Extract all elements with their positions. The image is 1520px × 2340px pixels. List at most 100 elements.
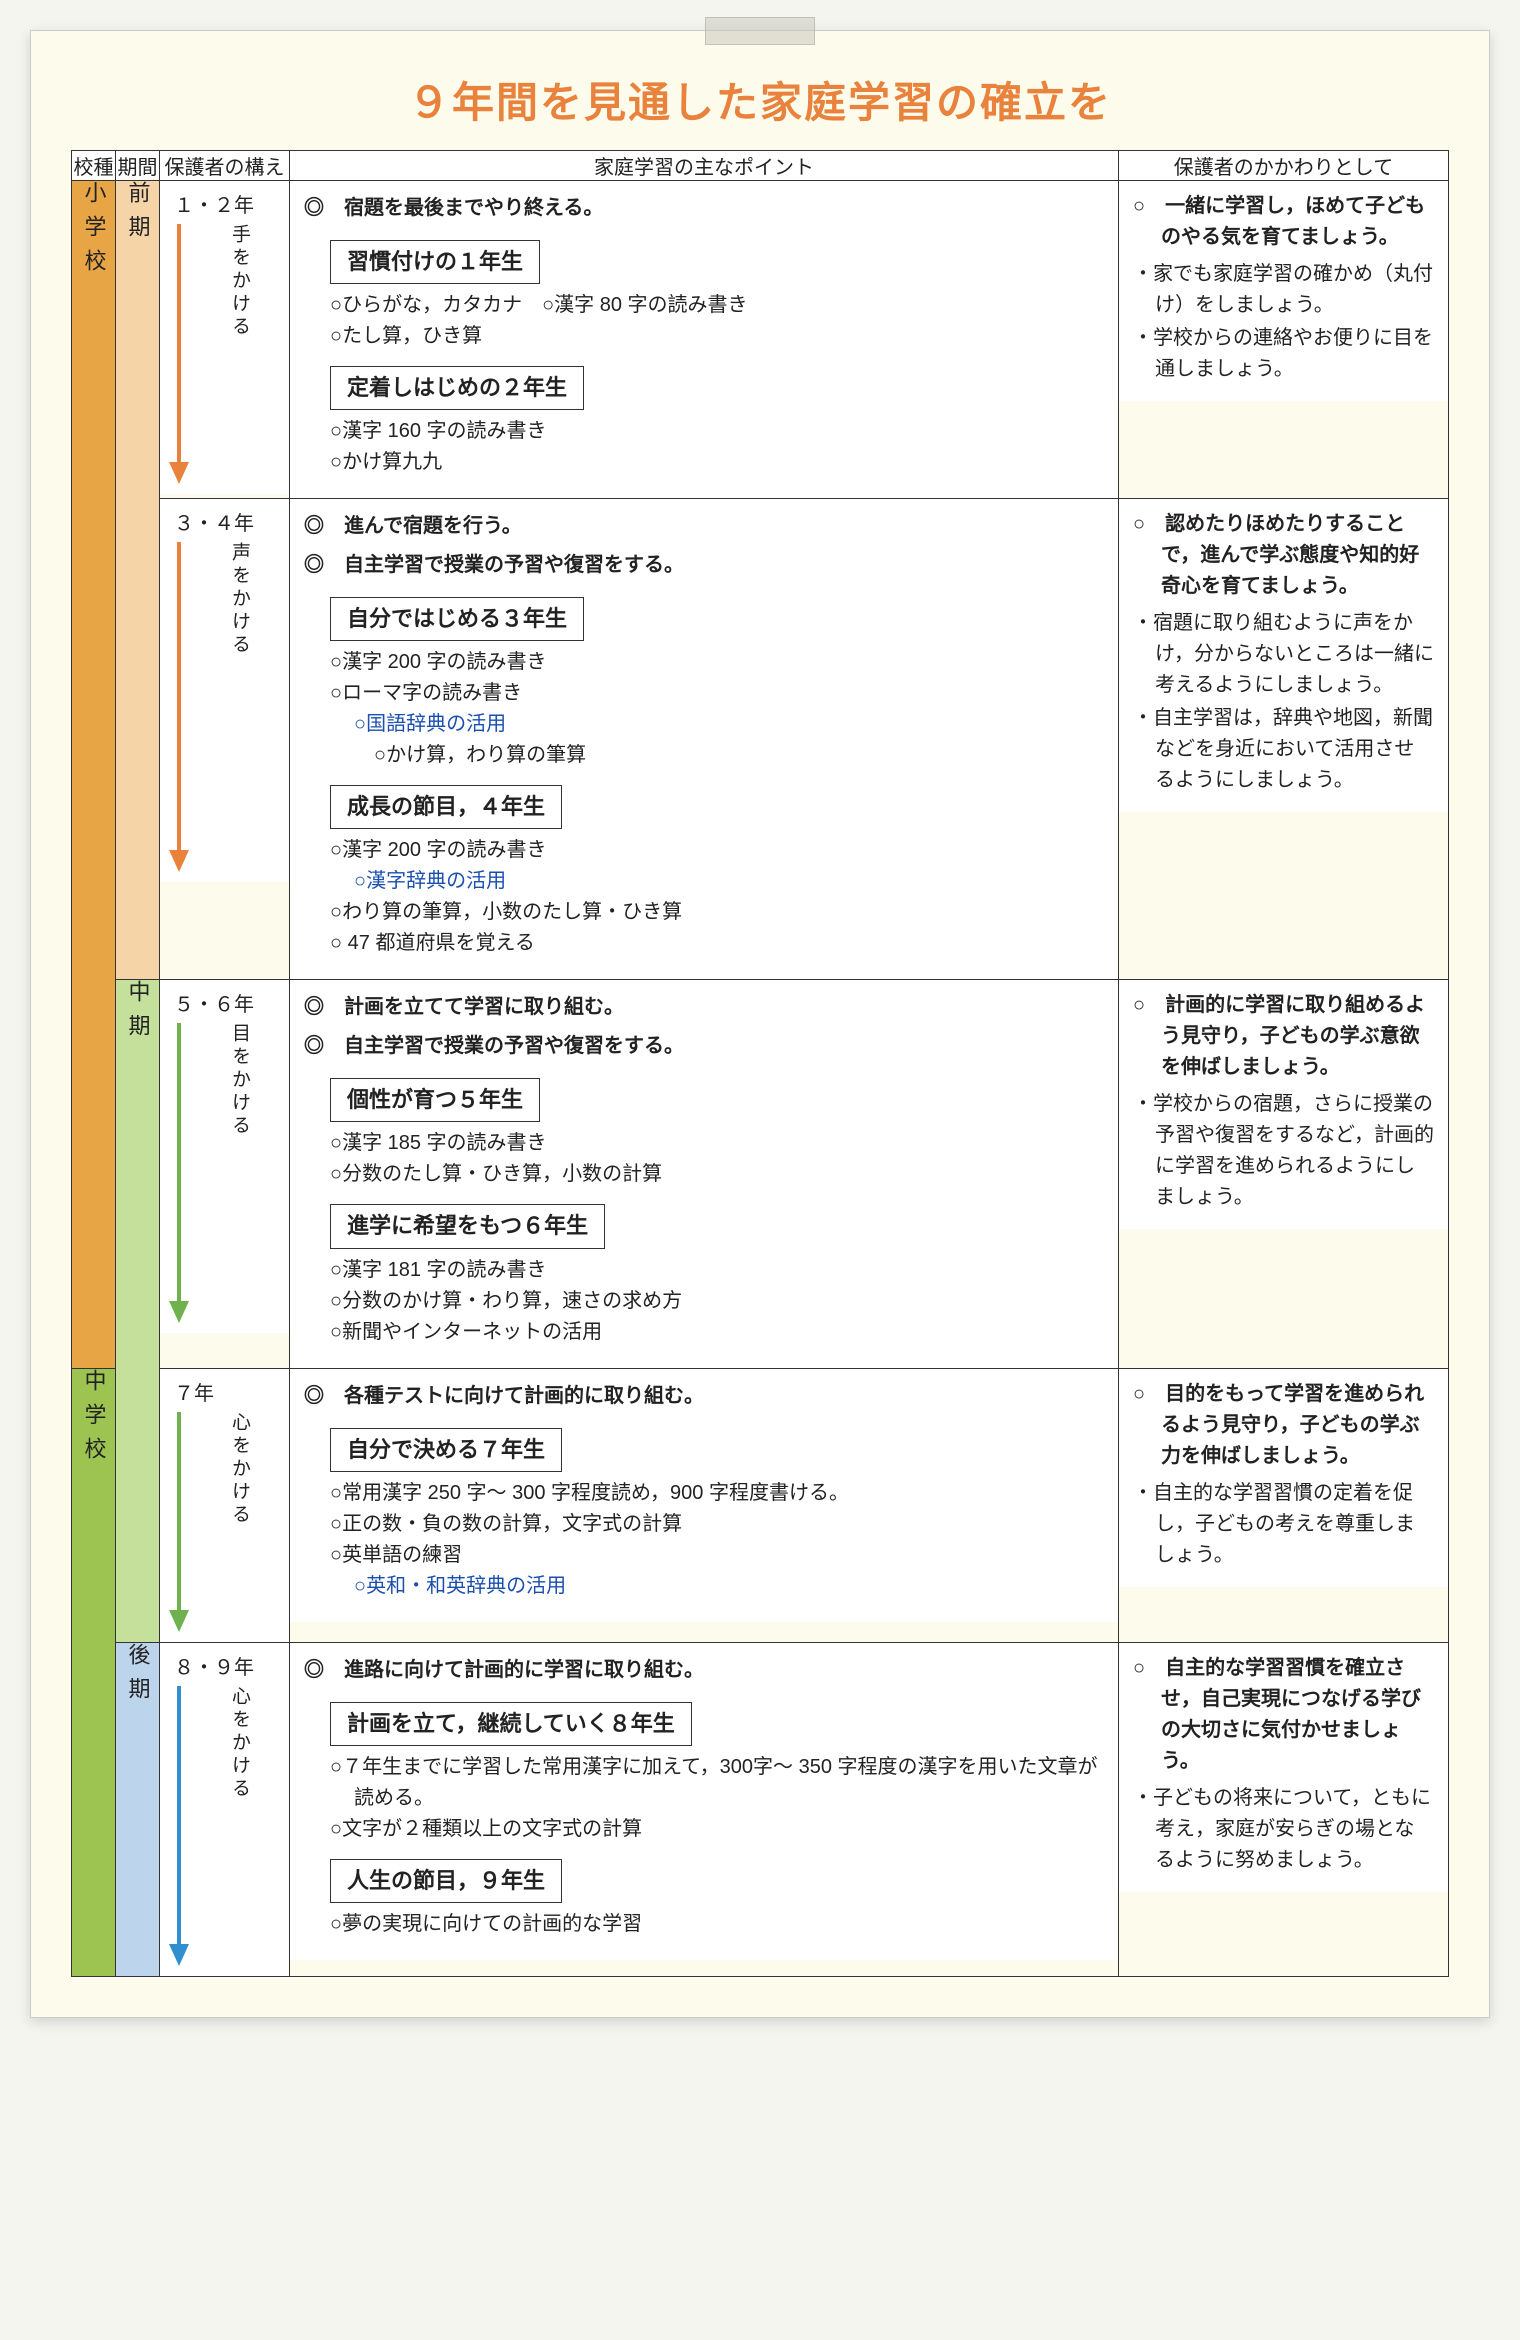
header-points: 家庭学習の主なポイント <box>290 151 1119 181</box>
item-list: ○漢字 160 字の読み書き○かけ算九九 <box>330 416 1104 478</box>
arrow-down-icon <box>166 1023 192 1323</box>
grade-title: 進学に希望をもつ６年生 <box>330 1204 605 1248</box>
period-chu: 中期 <box>116 980 160 1642</box>
item-list: ○漢字 185 字の読み書き○分数のたし算・ひき算，小数の計算 <box>330 1128 1104 1190</box>
parent-item: ・家でも家庭学習の確かめ（丸付け）をしましょう。 <box>1133 259 1434 321</box>
point-item: ○漢字 185 字の読み書き <box>330 1128 1104 1159</box>
parent-cell: ○ 目的をもって学習を進められるよう見守り，子どもの学ぶ力を伸ばしましょう。 ・… <box>1119 1369 1448 1587</box>
grade-title: 個性が育つ５年生 <box>330 1078 540 1122</box>
school-jh: 中学校 <box>72 1368 116 1976</box>
school-es: 小学校 <box>72 181 116 1369</box>
table-row: ３・４年 声をかける ◎ 進んで宿題を行う。 ◎ 自主学習で授業の予習や復習をする… <box>72 499 1449 980</box>
year-label: ５・６年 <box>166 988 283 1017</box>
headline: ◎ 自主学習で授業の予習や復習をする。 <box>304 1031 1104 1062</box>
arrow-cell: ５・６年 目をかける <box>160 980 290 1368</box>
points-cell: ◎ 計画を立てて学習に取り組む。 ◎ 自主学習で授業の予習や復習をする。 個性が育… <box>290 980 1118 1367</box>
arrow-down-icon <box>166 1412 192 1632</box>
kakeru-label: 手をかける <box>226 224 253 339</box>
point-item: ○国語辞典の活用 ○かけ算，わり算の筆算 <box>330 709 1104 771</box>
grade-title: 自分で決める７年生 <box>330 1428 562 1472</box>
stance-cell: ３・４年 声をかける <box>160 499 289 882</box>
parent-item: ・子どもの将来について，ともに考え，家庭が安らぎの場となるように努めましょう。 <box>1133 1783 1434 1876</box>
points-cell: ◎ 進んで宿題を行う。 ◎ 自主学習で授業の予習や復習をする。 自分ではじめる３年… <box>290 499 1118 979</box>
parent-lead: ○ 自主的な学習習慣を確立させ，自己実現につなげる学びの大切さに気付かせましょう… <box>1133 1653 1434 1777</box>
table-row: 小学校 前期 １・２年 手をかける ◎ 宿題を最後までやり終える。 習慣付けの１… <box>72 181 1449 499</box>
point-item: ○ひらがな，カタカナ ○漢字 80 字の読み書き <box>330 290 1104 321</box>
point-item: ○漢字 160 字の読み書き <box>330 416 1104 447</box>
point-item: ○たし算，ひき算 <box>330 321 1104 352</box>
arrow-cell: ８・９年 心をかける <box>160 1642 290 1976</box>
parent-cell: ○ 一緒に学習し，ほめて子どものやる気を育てましょう。 ・家でも家庭学習の確かめ… <box>1119 181 1448 401</box>
point-item: ○分数のかけ算・わり算，速さの求め方 <box>330 1286 1104 1317</box>
point-item: ○わり算の筆算，小数のたし算・ひき算 <box>330 897 1104 928</box>
table-row: 後期 ８・９年 心をかける ◎ 進路に向けて計画的に学習に取り組む。 計画を立て… <box>72 1642 1449 1976</box>
point-item: ○漢字 181 字の読み書き <box>330 1255 1104 1286</box>
parent-lead: ○ 目的をもって学習を進められるよう見守り，子どもの学ぶ力を伸ばしましょう。 <box>1133 1379 1434 1472</box>
period-zen: 前期 <box>116 181 160 980</box>
page-title: ９年間を見通した家庭学習の確立を <box>71 69 1449 130</box>
arrow-down-icon <box>166 542 192 872</box>
arrow-cell: １・２年 手をかける <box>160 181 290 499</box>
kakeru-label: 心をかける <box>226 1686 253 1801</box>
parent-item: ・学校からの連絡やお便りに目を通しましょう。 <box>1133 323 1434 385</box>
header-parent: 保護者のかかわりとして <box>1119 151 1449 181</box>
headline: ◎ 計画を立てて学習に取り組む。 <box>304 992 1104 1023</box>
kakeru-label: 目をかける <box>226 1023 253 1138</box>
parent-item: ・宿題に取り組むように声をかけ，分からないところは一緒に考えるようにしましょう。 <box>1133 608 1434 701</box>
arrow-down-icon <box>166 1686 192 1966</box>
grade-title: 成長の節目，４年生 <box>330 785 562 829</box>
item-list: ○ひらがな，カタカナ ○漢字 80 字の読み書き○たし算，ひき算 <box>330 290 1104 352</box>
headline: ◎ 自主学習で授業の予習や復習をする。 <box>304 550 1104 581</box>
grade-title: 自分ではじめる３年生 <box>330 597 584 641</box>
header-stance: 保護者の構え <box>160 151 290 181</box>
headline: ◎ 進んで宿題を行う。 <box>304 511 1104 542</box>
point-item: ○文字が２種類以上の文字式の計算 <box>330 1814 1104 1845</box>
stance-cell: ８・９年 心をかける <box>160 1643 289 1976</box>
grade-title: 人生の節目，９年生 <box>330 1859 562 1903</box>
study-table: 校種 期間 保護者の構え 家庭学習の主なポイント 保護者のかかわりとして 小学校… <box>71 150 1449 1977</box>
header-period: 期間 <box>116 151 160 181</box>
item-list: ○漢字 181 字の読み書き○分数のかけ算・わり算，速さの求め方○新聞やインター… <box>330 1255 1104 1348</box>
points-cell: ◎ 進路に向けて計画的に学習に取り組む。 計画を立て，継続していく８年生 ○７年… <box>290 1643 1118 1960</box>
header-school: 校種 <box>72 151 116 181</box>
points-cell: ◎ 宿題を最後までやり終える。 習慣付けの１年生 ○ひらがな，カタカナ ○漢字 … <box>290 181 1118 498</box>
item-list: ○漢字 200 字の読み書き○ローマ字の読み書き○国語辞典の活用 ○かけ算，わり… <box>330 647 1104 771</box>
grade-title: 定着しはじめの２年生 <box>330 366 584 410</box>
parent-item: ・学校からの宿題，さらに授業の予習や復習をするなど，計画的に学習を進められるよう… <box>1133 1089 1434 1213</box>
arrow-cell: ７年 心をかける <box>160 1368 290 1642</box>
headline: ◎ 進路に向けて計画的に学習に取り組む。 <box>304 1655 1104 1686</box>
parent-item: ・自主的な学習習慣の定着を促し，子どもの考えを尊重しましょう。 <box>1133 1478 1434 1571</box>
item-list: ○漢字 200 字の読み書き ○漢字辞典の活用○わり算の筆算，小数のたし算・ひき… <box>330 835 1104 959</box>
point-item: ○常用漢字 250 字～ 300 字程度読め，900 字程度書ける。 <box>330 1478 1104 1509</box>
point-item: ○分数のたし算・ひき算，小数の計算 <box>330 1159 1104 1190</box>
year-label: ８・９年 <box>166 1651 283 1680</box>
year-label: ７年 <box>166 1377 283 1406</box>
point-item: ○漢字 200 字の読み書き ○漢字辞典の活用 <box>330 835 1104 897</box>
table-row: 中期 ５・６年 目をかける ◎ 計画を立てて学習に取り組む。◎ 自主学習で授業の… <box>72 980 1449 1368</box>
stance-cell: ５・６年 目をかける <box>160 980 289 1333</box>
headline: ◎ 宿題を最後までやり終える。 <box>304 193 1104 224</box>
headline: ◎ 各種テストに向けて計画的に取り組む。 <box>304 1381 1104 1412</box>
year-label: ３・４年 <box>166 507 283 536</box>
point-item: ○ローマ字の読み書き <box>330 678 1104 709</box>
point-item: ○夢の実現に向けての計画的な学習 <box>330 1909 1104 1940</box>
stance-cell: １・２年 手をかける <box>160 181 289 494</box>
stance-cell: ７年 心をかける <box>160 1369 289 1642</box>
parent-cell: ○ 認めたりほめたりすることで，進んで学ぶ態度や知的好奇心を育てましょう。 ・宿… <box>1119 499 1448 812</box>
item-list: ○常用漢字 250 字～ 300 字程度読め，900 字程度書ける。○正の数・負… <box>330 1478 1104 1602</box>
grade-title: 習慣付けの１年生 <box>330 240 540 284</box>
parent-cell: ○ 自主的な学習習慣を確立させ，自己実現につなげる学びの大切さに気付かせましょう… <box>1119 1643 1448 1892</box>
table-row: 中学校 ７年 心をかける ◎ 各種テストに向けて計画的に取り組む。 自分で決める… <box>72 1368 1449 1642</box>
period-kou: 後期 <box>116 1642 160 1976</box>
kakeru-label: 声をかける <box>226 542 253 657</box>
point-item: ○かけ算九九 <box>330 447 1104 478</box>
header-row: 校種 期間 保護者の構え 家庭学習の主なポイント 保護者のかかわりとして <box>72 151 1449 181</box>
parent-lead: ○ 一緒に学習し，ほめて子どものやる気を育てましょう。 <box>1133 191 1434 253</box>
point-item: ○正の数・負の数の計算，文字式の計算 <box>330 1509 1104 1540</box>
parent-cell: ○ 計画的に学習に取り組めるよう見守り，子どもの学ぶ意欲を伸ばしましょう。 ・学… <box>1119 980 1448 1229</box>
point-item: ○ 47 都道府県を覚える <box>330 928 1104 959</box>
item-list: ○夢の実現に向けての計画的な学習 <box>330 1909 1104 1940</box>
point-item: ○英単語の練習 ○英和・和英辞典の活用 <box>330 1540 1104 1602</box>
point-item: ○新聞やインターネットの活用 <box>330 1317 1104 1348</box>
point-item: ○漢字 200 字の読み書き <box>330 647 1104 678</box>
